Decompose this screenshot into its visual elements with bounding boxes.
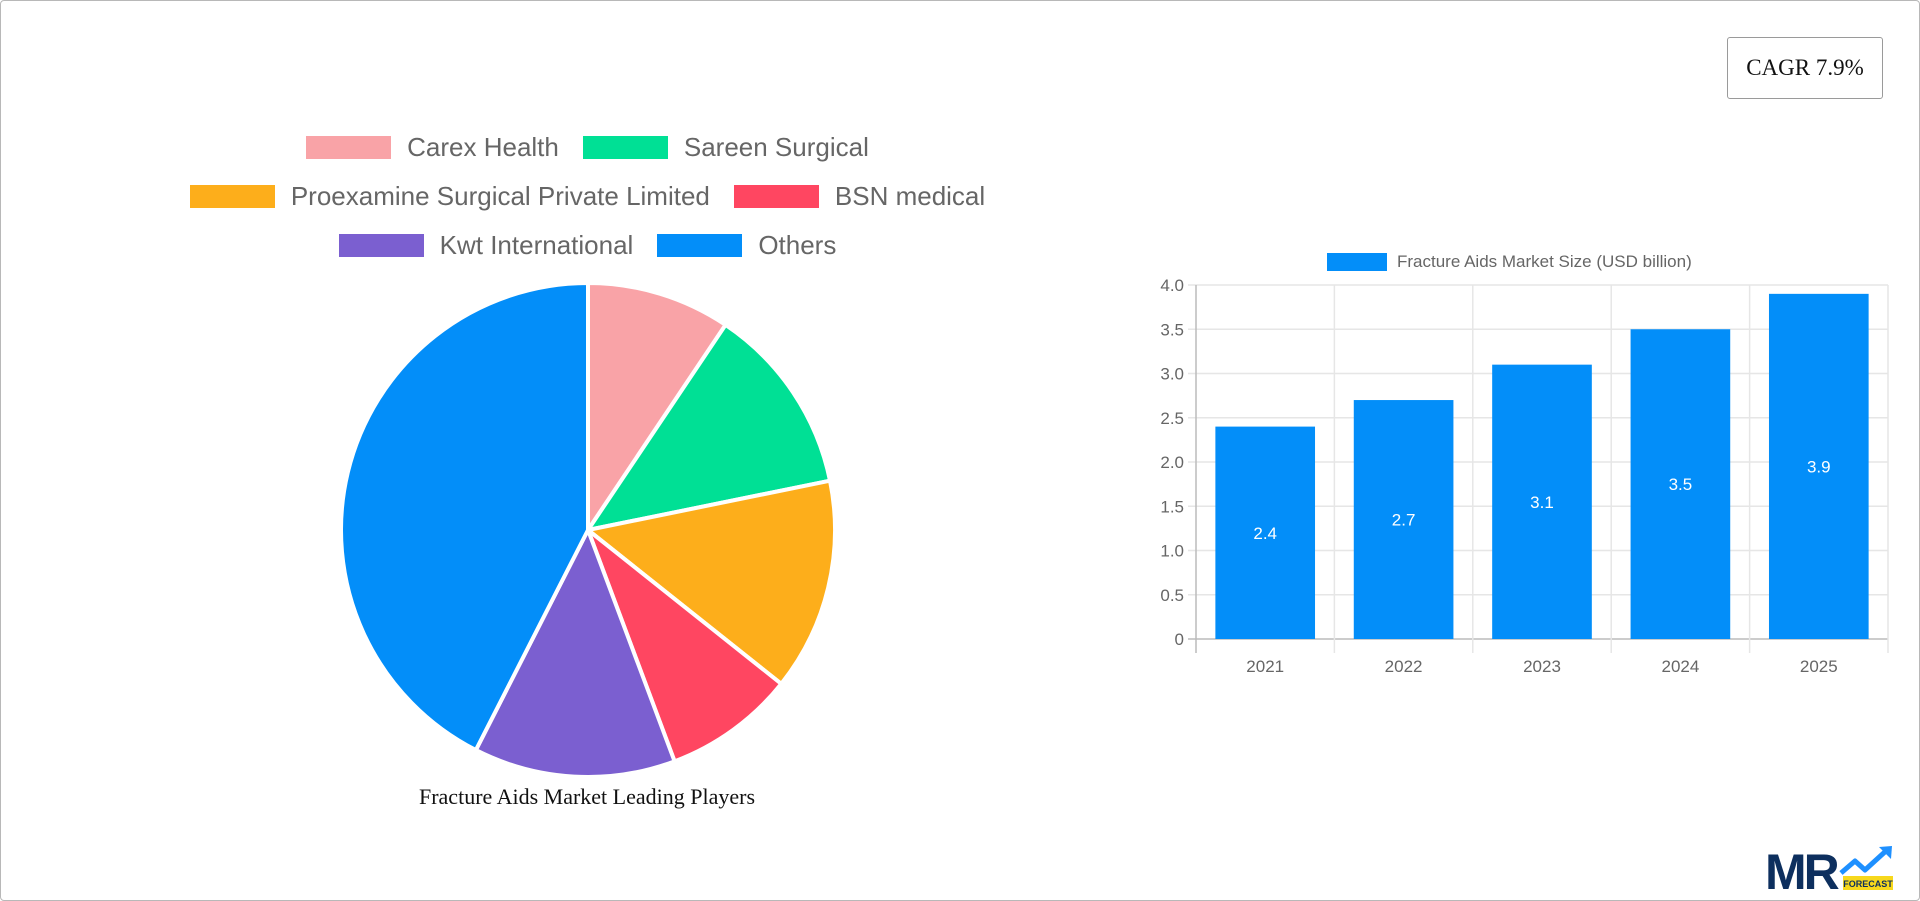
pie-chart [330,272,846,793]
pie-slice[interactable] [586,280,729,537]
mr-forecast-logo: MR FORECAST [1765,843,1895,900]
x-tick-label: 2022 [1385,657,1423,676]
pie-slice[interactable] [583,523,785,764]
y-tick-label: 3.5 [1160,320,1184,339]
bar-value-label: 2.7 [1392,511,1416,530]
pie-svg [338,280,837,779]
bar[interactable] [1492,364,1592,639]
svg-text:FORECAST: FORECAST [1843,879,1893,889]
legend-label: Kwt International [439,230,634,260]
cagr-badge: CAGR 7.9% [1727,37,1883,99]
pie-slice[interactable] [583,478,837,687]
x-tick-label: 2021 [1246,657,1284,676]
bar[interactable] [1768,293,1869,639]
legend-item-bsn-medical[interactable]: BSN medical [733,181,986,212]
x-tick-label: 2025 [1800,657,1838,676]
legend-item-proexamine[interactable]: Proexamine Surgical Private Limited [189,181,710,212]
legend-item-kwt-international[interactable]: Kwt International [338,230,634,261]
pie-slice[interactable] [338,280,590,753]
legend-swatch [306,136,392,159]
legend-swatch [582,136,668,159]
y-tick-label: 0 [1175,630,1184,649]
legend-label: Others [758,230,837,260]
pie-caption: Fracture Aids Market Leading Players [418,784,755,809]
bar-svg: 0 0.5 1.0 1.5 2.0 2.5 3.0 3.5 4.0 2.4 2021 2.7 2022 3… [1160,276,1889,676]
pie-legend: Carex Health Sareen Surgical Proexamine … [120,123,1055,270]
legend-swatch [338,234,424,257]
x-tick-label: 2024 [1661,657,1699,676]
cagr-label: CAGR 7.9% [1746,55,1864,80]
legend-label: Proexamine Surgical Private Limited [290,181,710,211]
svg-text:MR: MR [1765,844,1840,893]
bar-value-label: 3.5 [1669,475,1693,494]
legend-label: BSN medical [834,181,986,211]
y-tick-label: 2.0 [1160,453,1184,472]
bar-chart: 0 0.5 1.0 1.5 2.0 2.5 3.0 3.5 4.0 2.4 2021 2.7 2022 3… [1130,240,1910,685]
y-tick-label: 4.0 [1160,276,1184,295]
y-tick-label: 1.0 [1160,542,1184,561]
bar-legend[interactable]: Fracture Aids Market Size (USD billion) [1327,252,1692,272]
legend-item-carex-health[interactable]: Carex Health [306,132,559,163]
legend-swatch [1327,253,1387,271]
bar-value-label: 2.4 [1253,524,1277,543]
y-tick-label: 2.5 [1160,409,1184,428]
bar[interactable] [1353,400,1454,639]
legend-label: Carex Health [407,132,559,162]
pie-slice[interactable] [583,322,833,533]
bar[interactable] [1630,329,1731,639]
y-tick-label: 3.0 [1160,365,1184,384]
legend-swatch [189,185,275,208]
legend-swatch [733,185,819,208]
bar[interactable] [1215,426,1316,639]
y-tick-label: 0.5 [1160,586,1184,605]
legend-swatch [657,234,743,257]
legend-item-sareen-surgical[interactable]: Sareen Surgical [582,132,869,163]
logo-icon: MR FORECAST [1765,844,1893,900]
legend-label: Sareen Surgical [683,132,869,162]
legend-label: Fracture Aids Market Size (USD billion) [1397,252,1692,271]
pie-slice[interactable] [473,525,678,779]
bar-value-label: 3.9 [1807,457,1831,476]
bar-value-label: 3.1 [1530,493,1554,512]
y-tick-label: 1.5 [1160,497,1184,516]
legend-item-others[interactable]: Others [657,230,836,261]
x-tick-label: 2023 [1523,657,1561,676]
